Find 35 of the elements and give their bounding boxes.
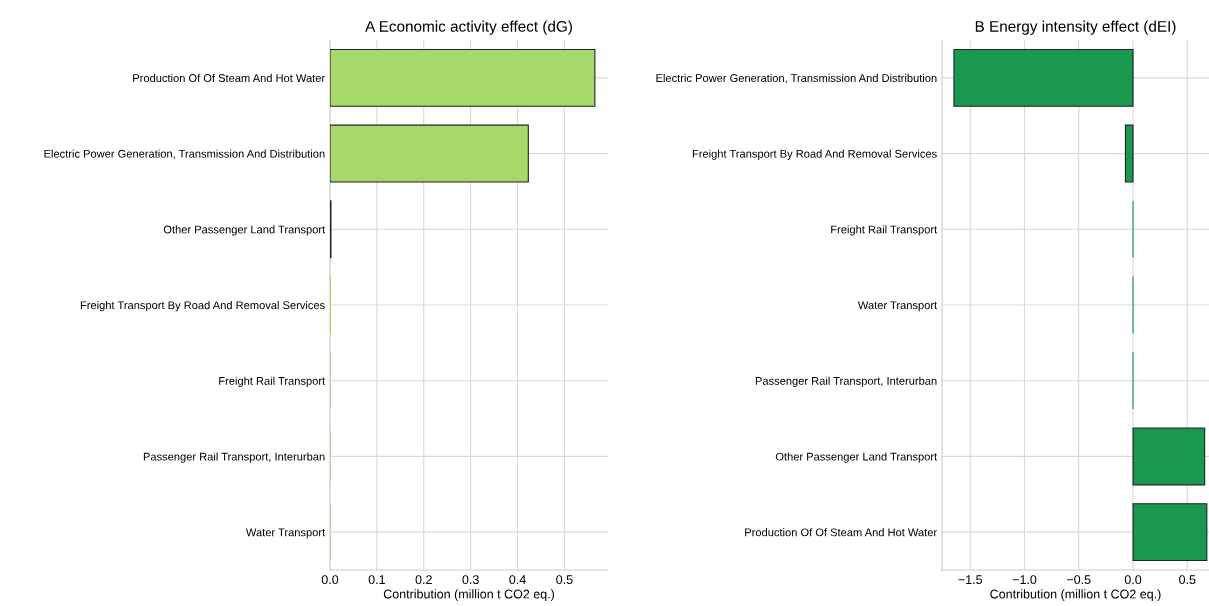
- chart-title: A Economic activity effect (dG): [365, 20, 572, 35]
- y-tick-label: Freight Transport By Road And Removal Services: [80, 300, 325, 312]
- x-tick-label: 0.1: [368, 575, 385, 585]
- chart-title: B Energy intensity effect (dEI): [975, 20, 1176, 35]
- y-tick-label: Water Transport: [857, 301, 938, 312]
- x-tick-label: −1.5: [958, 575, 983, 585]
- y-tick-label: Freight Transport By Road And Removal Services: [692, 149, 937, 160]
- x-tick-label: 0.0: [321, 575, 339, 585]
- x-tick-label: −0.5: [1067, 575, 1091, 585]
- bar: [1124, 124, 1134, 183]
- y-tick-label: Production Of Of Steam And Hot Water: [133, 73, 325, 82]
- y-tick-label: Other Passenger Land Transport: [775, 452, 938, 463]
- x-axis-title: Contribution (million t CO2 eq.): [990, 589, 1161, 601]
- x-tick-label: 0.4: [509, 575, 526, 585]
- x-tick-label: −1.0: [1012, 575, 1037, 585]
- y-tick-label: Production Of Of Steam And Hot Water: [745, 528, 937, 537]
- bar: [953, 48, 1134, 107]
- y-tick-label: Passenger Rail Transport, Interurban: [755, 376, 937, 388]
- x-tick-label: 0.5: [1179, 575, 1196, 585]
- y-tick-label: Freight Rail Transport: [219, 376, 326, 388]
- bar: [330, 124, 529, 183]
- x-tick-label: 0.3: [462, 575, 479, 585]
- x-tick-label: 0.0: [1124, 575, 1142, 585]
- x-axis-title: Contribution (million t CO2 eq.): [383, 589, 555, 601]
- y-tick-label: Passenger Rail Transport, Interurban: [143, 452, 325, 463]
- x-tick-label: 0.5: [556, 575, 573, 585]
- y-tick-label: Water Transport: [245, 528, 326, 539]
- y-tick-label: Other Passenger Land Transport: [163, 225, 326, 236]
- x-tick-label: 0.2: [415, 575, 432, 585]
- y-tick-label: Freight Rail Transport: [831, 225, 938, 236]
- y-tick-label: Electric Power Generation, Transmission And Distribution: [656, 73, 937, 84]
- bar: [1132, 503, 1208, 562]
- y-tick-label: Electric Power Generation, Transmission And Distribution: [44, 149, 325, 160]
- bar: [1132, 427, 1206, 486]
- bar: [330, 48, 596, 107]
